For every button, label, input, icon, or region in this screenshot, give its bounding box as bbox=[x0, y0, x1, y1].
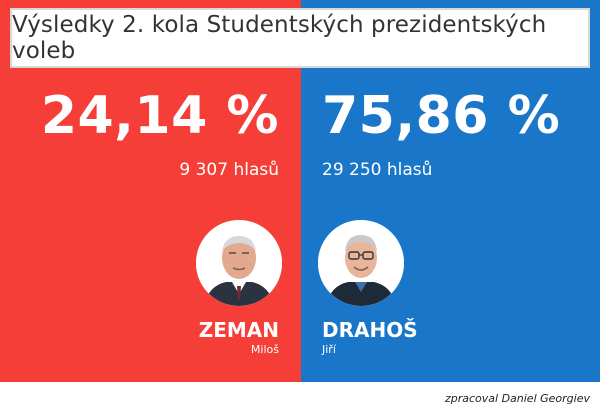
portrait-zeman-icon bbox=[196, 220, 282, 306]
portrait-drahos-icon bbox=[318, 220, 404, 306]
drahos-surname: DRAHOŠ bbox=[322, 318, 418, 342]
drahos-votes: 29 250 hlasů bbox=[322, 160, 433, 180]
zeman-percent: 24,14 % bbox=[40, 86, 279, 146]
zeman-surname: ZEMAN bbox=[198, 318, 279, 342]
credit-text: zpracoval Daniel Georgiev bbox=[444, 392, 590, 405]
title-banner: Výsledky 2. kola Studentských prezidents… bbox=[10, 8, 590, 68]
drahos-percent: 75,86 % bbox=[322, 86, 561, 146]
page-title: Výsledky 2. kola Studentských prezidents… bbox=[12, 12, 547, 64]
drahos-first-name: Jiří bbox=[322, 343, 336, 356]
zeman-first-name: Miloš bbox=[250, 343, 279, 356]
zeman-votes: 9 307 hlasů bbox=[179, 160, 279, 180]
